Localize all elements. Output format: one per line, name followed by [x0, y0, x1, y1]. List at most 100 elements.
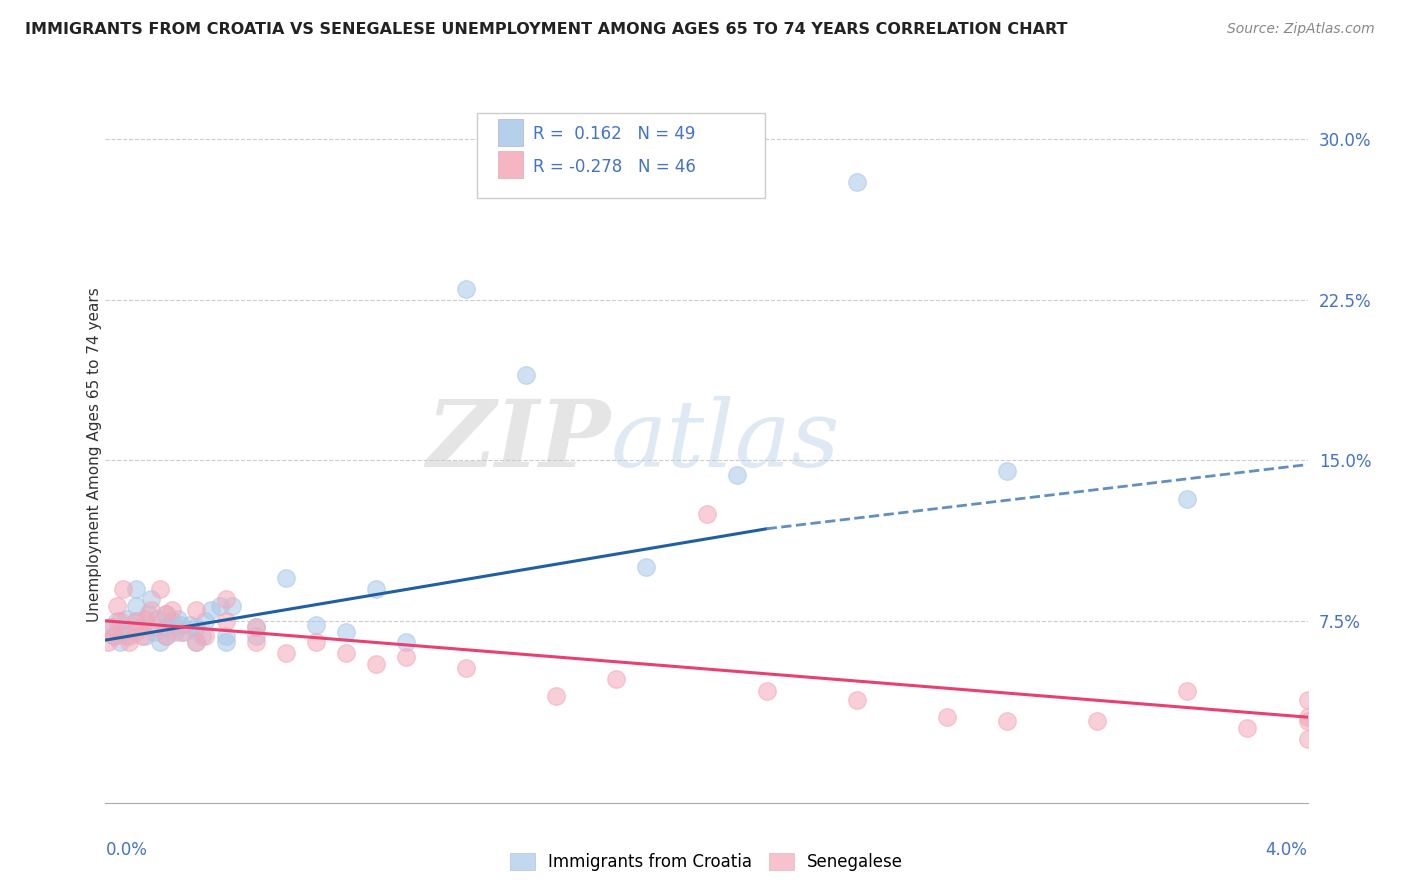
Point: [214, 614, 236, 628]
Point: [134, 612, 156, 626]
Point: [100, 620, 122, 634]
Point: [335, 624, 357, 639]
Point: [107, 599, 129, 613]
Point: [214, 635, 236, 649]
Point: [200, 603, 222, 617]
Point: [184, 635, 207, 649]
Text: 4.0%: 4.0%: [1265, 841, 1308, 859]
Point: [139, 603, 162, 617]
Point: [169, 624, 191, 639]
Point: [184, 635, 207, 649]
Point: [124, 614, 146, 628]
Point: [1175, 684, 1198, 698]
Point: [179, 618, 201, 632]
Point: [214, 592, 236, 607]
Point: [184, 603, 207, 617]
Point: [274, 646, 297, 660]
Point: [184, 620, 207, 634]
Point: [110, 635, 132, 649]
Point: [395, 650, 418, 665]
Point: [118, 635, 141, 649]
Point: [245, 635, 267, 649]
Point: [136, 607, 159, 622]
Point: [245, 629, 267, 643]
Point: [173, 624, 195, 639]
Point: [110, 614, 132, 628]
Point: [190, 629, 212, 643]
Point: [124, 614, 146, 628]
Point: [515, 368, 537, 382]
Point: [155, 620, 177, 634]
Point: [995, 714, 1018, 729]
Point: [112, 624, 135, 639]
Point: [725, 468, 748, 483]
Point: [194, 614, 217, 628]
Point: [163, 624, 186, 639]
Point: [546, 689, 568, 703]
Point: [364, 582, 387, 596]
Point: [221, 599, 243, 613]
Text: R = -0.278   N = 46: R = -0.278 N = 46: [533, 158, 696, 176]
Point: [112, 582, 135, 596]
Point: [454, 661, 477, 675]
Point: [118, 629, 141, 643]
Point: [107, 614, 129, 628]
Y-axis label: Unemployment Among Ages 65 to 74 years: Unemployment Among Ages 65 to 74 years: [87, 287, 101, 623]
Point: [115, 629, 138, 643]
Point: [696, 507, 718, 521]
Point: [1296, 710, 1319, 724]
Point: [364, 657, 387, 671]
Point: [103, 629, 125, 643]
Point: [605, 672, 627, 686]
Point: [124, 624, 146, 639]
Text: 0.0%: 0.0%: [105, 841, 148, 859]
Text: Source: ZipAtlas.com: Source: ZipAtlas.com: [1227, 22, 1375, 37]
Point: [274, 571, 297, 585]
Point: [454, 282, 477, 296]
Point: [845, 175, 868, 189]
Point: [124, 599, 146, 613]
Point: [1296, 714, 1319, 729]
Point: [100, 620, 122, 634]
Point: [124, 582, 146, 596]
Point: [245, 620, 267, 634]
Point: [305, 618, 328, 632]
Point: [155, 629, 177, 643]
Point: [1085, 714, 1108, 729]
Point: [636, 560, 658, 574]
Point: [1296, 731, 1319, 746]
Point: [194, 629, 217, 643]
Text: ZIP: ZIP: [426, 396, 610, 486]
Point: [160, 614, 183, 628]
Point: [1296, 693, 1319, 707]
Point: [142, 620, 165, 634]
Point: [160, 603, 183, 617]
Point: [755, 684, 778, 698]
Point: [936, 710, 959, 724]
Point: [166, 612, 188, 626]
Point: [134, 629, 156, 643]
Point: [245, 620, 267, 634]
Point: [335, 646, 357, 660]
Point: [148, 582, 170, 596]
Legend: Immigrants from Croatia, Senegalese: Immigrants from Croatia, Senegalese: [503, 847, 910, 878]
Point: [305, 635, 328, 649]
Text: atlas: atlas: [610, 396, 839, 486]
Point: [145, 612, 167, 626]
Point: [995, 464, 1018, 478]
Point: [142, 624, 165, 639]
Point: [103, 629, 125, 643]
Point: [1236, 721, 1258, 735]
Point: [148, 635, 170, 649]
Point: [214, 629, 236, 643]
Point: [395, 635, 418, 649]
Point: [97, 635, 120, 649]
Point: [115, 612, 138, 626]
Point: [155, 607, 177, 622]
Text: IMMIGRANTS FROM CROATIA VS SENEGALESE UNEMPLOYMENT AMONG AGES 65 TO 74 YEARS COR: IMMIGRANTS FROM CROATIA VS SENEGALESE UN…: [25, 22, 1067, 37]
Point: [155, 607, 177, 622]
Point: [155, 629, 177, 643]
Point: [169, 618, 191, 632]
Point: [208, 599, 231, 613]
Point: [131, 629, 153, 643]
